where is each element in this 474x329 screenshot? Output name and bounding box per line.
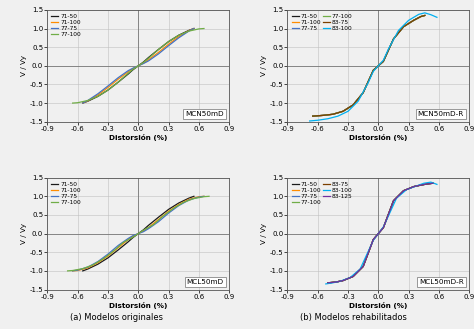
- Legend: 71-50, 71-100, 77-75, 77-100: 71-50, 71-100, 77-75, 77-100: [50, 13, 82, 38]
- X-axis label: Distorsión (%): Distorsión (%): [349, 302, 408, 309]
- X-axis label: Distorsión (%): Distorsión (%): [109, 134, 167, 141]
- Text: MCN50mD: MCN50mD: [185, 111, 224, 117]
- Y-axis label: V / Vy: V / Vy: [262, 55, 267, 76]
- Y-axis label: V / Vy: V / Vy: [262, 223, 267, 244]
- Text: (b) Modelos rehabilitados: (b) Modelos rehabilitados: [300, 314, 407, 322]
- Y-axis label: V / Vy: V / Vy: [21, 55, 27, 76]
- Legend: 71-50, 71-100, 77-75, 77-100, 83-75, 83-100: 71-50, 71-100, 77-75, 77-100, 83-75, 83-…: [291, 13, 354, 32]
- X-axis label: Distorsión (%): Distorsión (%): [109, 302, 167, 309]
- Text: MCL50mD: MCL50mD: [187, 279, 224, 285]
- Text: MCL50mD-R: MCL50mD-R: [419, 279, 464, 285]
- X-axis label: Distorsión (%): Distorsión (%): [349, 134, 408, 141]
- Text: MCN50mD-R: MCN50mD-R: [418, 111, 464, 117]
- Legend: 71-50, 71-100, 77-75, 77-100: 71-50, 71-100, 77-75, 77-100: [50, 181, 82, 206]
- Text: (a) Modelos originales: (a) Modelos originales: [70, 314, 163, 322]
- Y-axis label: V / Vy: V / Vy: [21, 223, 27, 244]
- Legend: 71-50, 71-100, 77-75, 77-100, 83-75, 83-100, 83-125: 71-50, 71-100, 77-75, 77-100, 83-75, 83-…: [291, 181, 354, 206]
